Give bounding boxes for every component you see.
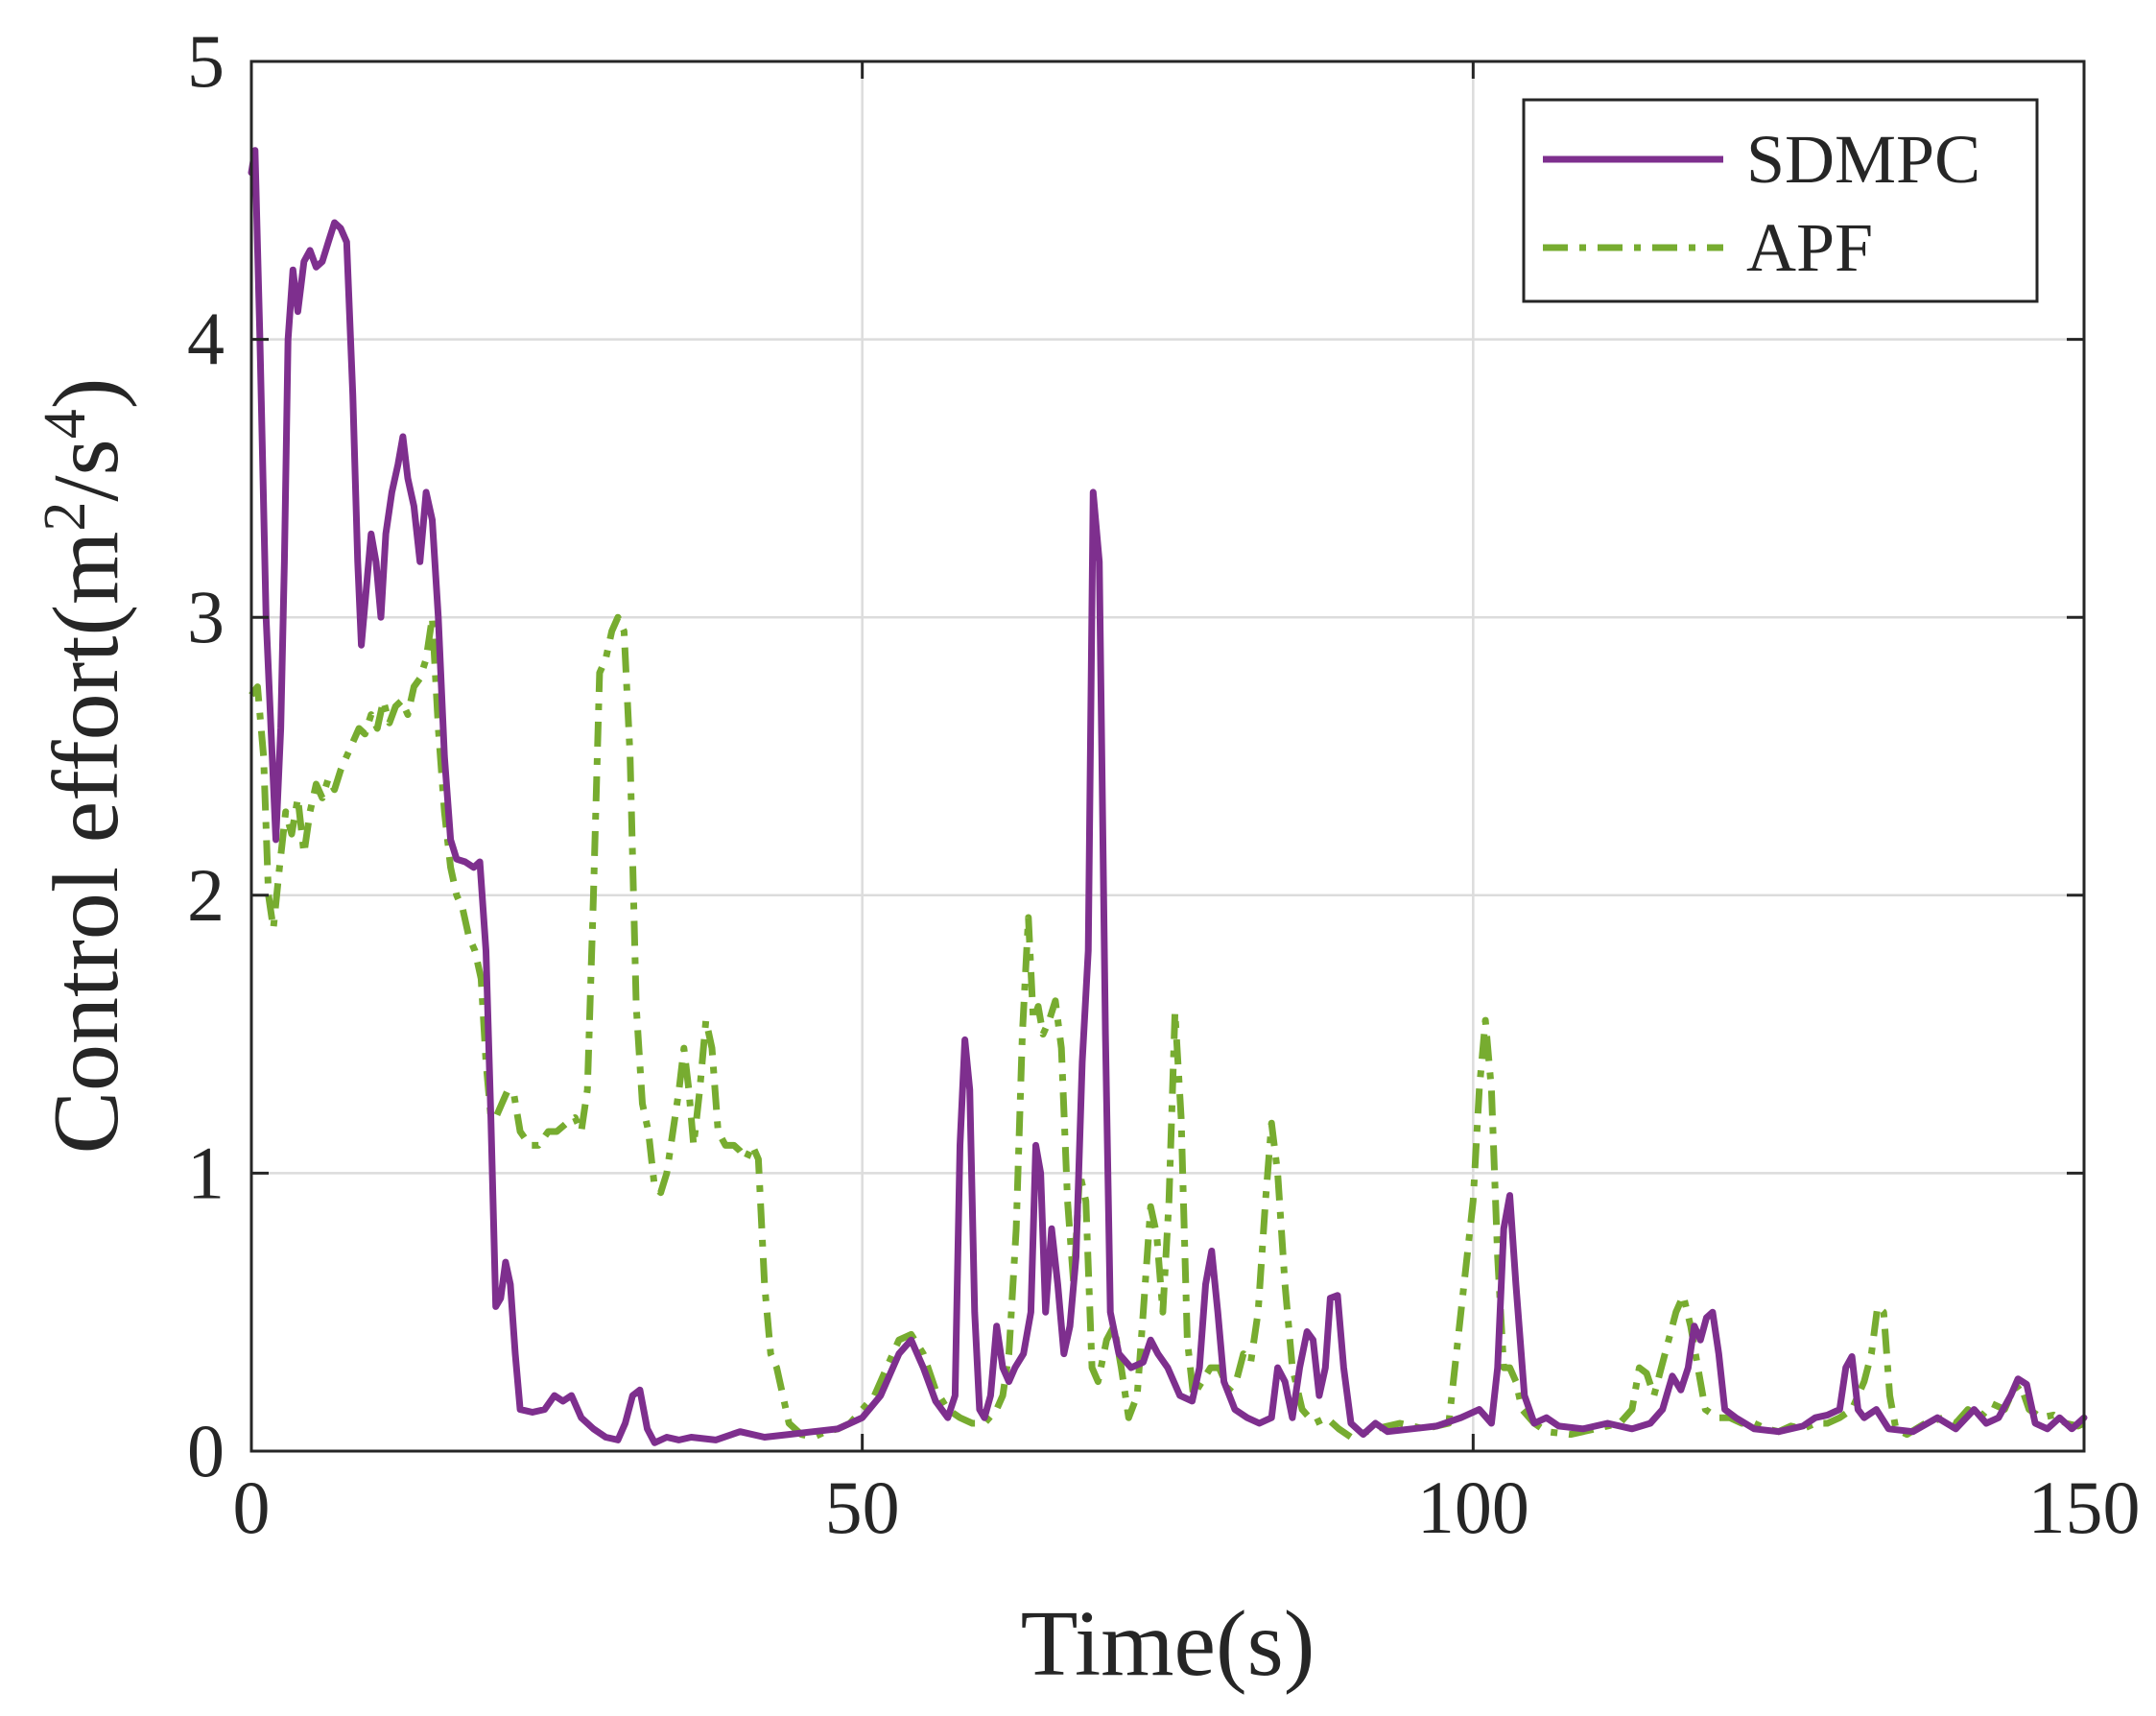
y-tick-label-5: 5 bbox=[187, 19, 225, 103]
x-tick-label-3: 150 bbox=[2028, 1466, 2141, 1549]
y-tick-label-0: 0 bbox=[187, 1409, 225, 1492]
legend-box bbox=[1522, 98, 2039, 303]
y-axis-title: Control effort(m2/s4) bbox=[33, 378, 138, 1155]
x-tick-label-1: 50 bbox=[825, 1466, 900, 1549]
legend-label-apf: APF bbox=[1746, 209, 1873, 286]
y-tick-label-3: 3 bbox=[187, 575, 225, 658]
series-line-apf bbox=[249, 613, 2086, 1441]
y-axis-title-mid: /s bbox=[35, 439, 138, 501]
x-axis-title: Time(s) bbox=[1021, 1592, 1315, 1696]
series-line-sdmpc bbox=[248, 147, 2088, 1446]
legend-label-sdmpc: SDMPC bbox=[1746, 121, 1980, 198]
y-axis-title-prefix: Control effort(m bbox=[35, 532, 138, 1155]
y-tick-label-1: 1 bbox=[187, 1131, 225, 1214]
x-tick-label-2: 100 bbox=[1417, 1466, 1529, 1549]
y-axis-title-suffix: ) bbox=[35, 378, 138, 410]
x-tick-label-0: 0 bbox=[233, 1466, 271, 1549]
plot-frame bbox=[249, 60, 2086, 1453]
y-tick-label-2: 2 bbox=[187, 853, 225, 937]
grid bbox=[251, 61, 2084, 1451]
y-tick-label-4: 4 bbox=[187, 298, 225, 381]
legend: SDMPC APF bbox=[1522, 98, 2039, 303]
y-axis-title-sup1: 2 bbox=[33, 502, 98, 532]
ticks: 0 50 100 150 0 1 2 3 4 5 bbox=[187, 19, 2141, 1549]
series-layer bbox=[248, 147, 2088, 1446]
y-axis-title-sup2: 4 bbox=[33, 409, 98, 439]
